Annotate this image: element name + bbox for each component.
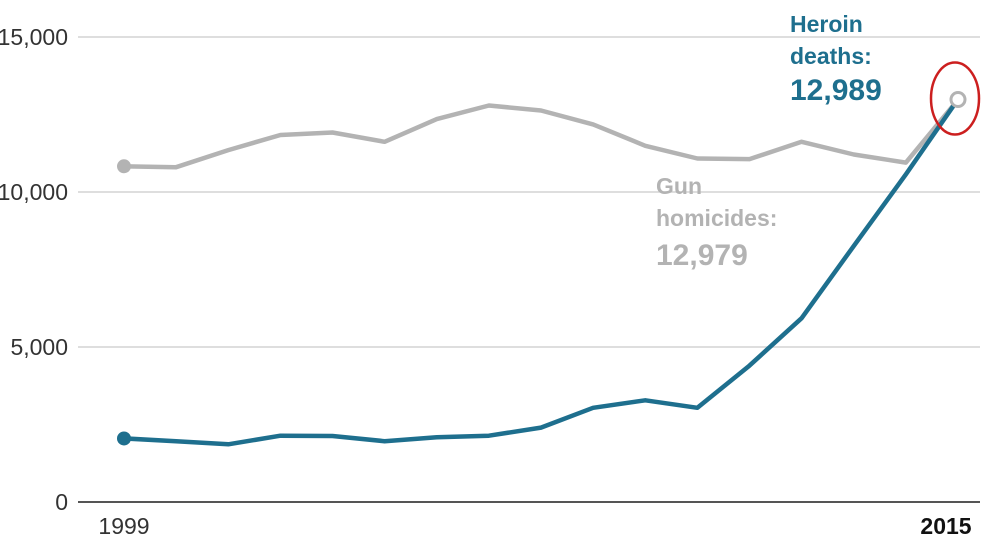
annotation-layer: Heroin deaths: 12,989 Gun homicides: 12,979 [656, 11, 981, 272]
gun-start-point [117, 159, 131, 174]
gun-annotation-label: homicides: [656, 205, 777, 231]
y-tick-label: 10,000 [0, 179, 68, 205]
highlight-circle [929, 61, 981, 136]
gun-annotation-label: Gun [656, 173, 702, 199]
grid-layer [78, 36, 980, 503]
heroin-annotation-label: deaths: [790, 43, 872, 69]
heroin-start-point [117, 431, 131, 446]
heroin-annotation-value: 12,989 [790, 74, 882, 107]
x-tick-label-last: 2015 [920, 513, 971, 539]
heroin-series-line [121, 97, 961, 447]
x-tick-label-first: 1999 [98, 513, 149, 539]
y-tick-label: 15,000 [0, 24, 68, 50]
end-point-marker [949, 90, 967, 108]
series-layer [117, 90, 967, 447]
heroin-annotation-label: Heroin [790, 11, 863, 37]
y-tick-label: 0 [55, 489, 68, 515]
axis-layer: 0 5,000 10,000 15,000 1999 2015 [0, 24, 972, 539]
y-tick-label: 5,000 [10, 334, 68, 360]
gun-series-line [121, 97, 961, 170]
gun-annotation-value: 12,979 [656, 239, 748, 272]
